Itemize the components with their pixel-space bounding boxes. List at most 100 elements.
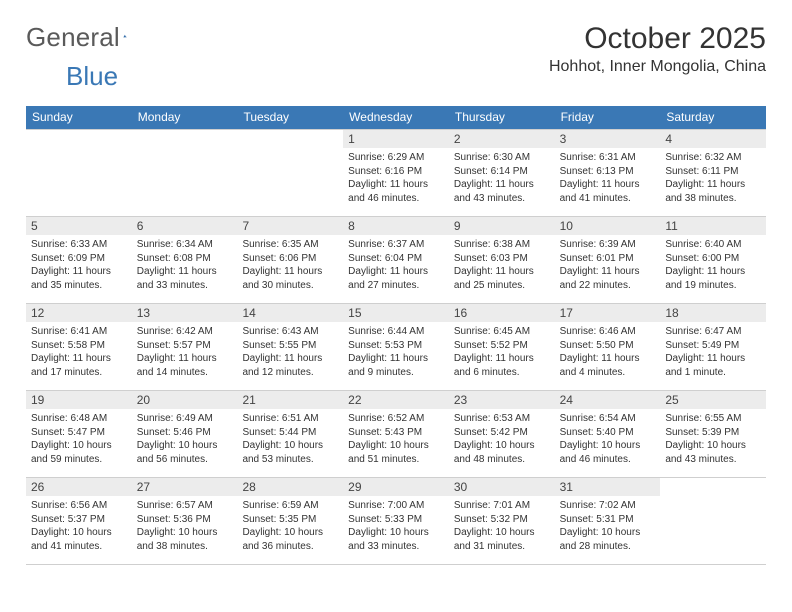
sunset: Sunset: 5:42 PM xyxy=(454,426,550,440)
sunrise: Sunrise: 6:33 AM xyxy=(31,238,127,252)
daylight-line1: Daylight: 11 hours xyxy=(560,352,656,366)
day-number: 13 xyxy=(132,304,238,322)
daylight-line2: and 28 minutes. xyxy=(560,540,656,554)
calendar-cell: 15Sunrise: 6:44 AMSunset: 5:53 PMDayligh… xyxy=(343,304,449,390)
sun-data: Sunrise: 6:37 AMSunset: 6:04 PMDaylight:… xyxy=(348,238,444,292)
calendar-cell: 19Sunrise: 6:48 AMSunset: 5:47 PMDayligh… xyxy=(26,391,132,477)
daylight-line1: Daylight: 10 hours xyxy=(31,439,127,453)
sunset: Sunset: 5:53 PM xyxy=(348,339,444,353)
sunrise: Sunrise: 6:30 AM xyxy=(454,151,550,165)
sunset: Sunset: 5:35 PM xyxy=(242,513,338,527)
calendar-cell: 31 Sunrise: 7:02 AMSunset: 5:31 PMDayligh… xyxy=(555,478,661,564)
day-number: 7 xyxy=(237,217,343,235)
sunrise: Sunrise: 6:39 AM xyxy=(560,238,656,252)
daylight-line2: and 43 minutes. xyxy=(454,192,550,206)
sun-data: Sunrise: 6:51 AMSunset: 5:44 PMDaylight:… xyxy=(242,412,338,466)
sunset: Sunset: 5:58 PM xyxy=(31,339,127,353)
day-header-saturday: Saturday xyxy=(660,106,766,129)
sunrise: Sunrise: 6:57 AM xyxy=(137,499,233,513)
day-number: 1 xyxy=(343,130,449,148)
calendar-cell: 26Sunrise: 6:56 AMSunset: 5:37 PMDayligh… xyxy=(26,478,132,564)
sunrise: Sunrise: 7:00 AM xyxy=(348,499,444,513)
day-number: 16 xyxy=(449,304,555,322)
sunrise: Sunrise: 6:40 AM xyxy=(665,238,761,252)
sun-data: Sunrise: 7:00 AMSunset: 5:33 PMDaylight:… xyxy=(348,499,444,553)
daylight-line1: Daylight: 11 hours xyxy=(454,265,550,279)
day-header-thursday: Thursday xyxy=(449,106,555,129)
daylight-line2: and 22 minutes. xyxy=(560,279,656,293)
calendar-cell: 2 Sunrise: 6:30 AMSunset: 6:14 PMDaylight… xyxy=(449,130,555,216)
daylight-line2: and 53 minutes. xyxy=(242,453,338,467)
daylight-line2: and 48 minutes. xyxy=(454,453,550,467)
daylight-line2: and 38 minutes. xyxy=(665,192,761,206)
day-number: 28 xyxy=(237,478,343,496)
sun-data: Sunrise: 6:55 AMSunset: 5:39 PMDaylight:… xyxy=(665,412,761,466)
sunrise: Sunrise: 6:41 AM xyxy=(31,325,127,339)
day-number: 8 xyxy=(343,217,449,235)
calendar-cell: 23Sunrise: 6:53 AMSunset: 5:42 PMDayligh… xyxy=(449,391,555,477)
calendar-cell xyxy=(237,130,343,216)
day-header-monday: Monday xyxy=(132,106,238,129)
daylight-line1: Daylight: 10 hours xyxy=(348,439,444,453)
daylight-line2: and 27 minutes. xyxy=(348,279,444,293)
sun-data: Sunrise: 7:02 AMSunset: 5:31 PMDaylight:… xyxy=(560,499,656,553)
sunset: Sunset: 6:00 PM xyxy=(665,252,761,266)
sunset: Sunset: 6:01 PM xyxy=(560,252,656,266)
daylight-line1: Daylight: 10 hours xyxy=(137,439,233,453)
sunrise: Sunrise: 6:55 AM xyxy=(665,412,761,426)
daylight-line2: and 41 minutes. xyxy=(31,540,127,554)
daylight-line1: Daylight: 11 hours xyxy=(665,265,761,279)
day-number: 24 xyxy=(555,391,661,409)
sunset: Sunset: 5:39 PM xyxy=(665,426,761,440)
calendar-cell: 1Sunrise: 6:29 AMSunset: 6:16 PMDaylight… xyxy=(343,130,449,216)
day-number: 2 xyxy=(449,130,555,148)
daylight-line2: and 35 minutes. xyxy=(31,279,127,293)
sunset: Sunset: 6:03 PM xyxy=(454,252,550,266)
daylight-line1: Daylight: 11 hours xyxy=(242,265,338,279)
logo-sail-icon xyxy=(123,26,127,46)
sunrise: Sunrise: 6:51 AM xyxy=(242,412,338,426)
day-number: 15 xyxy=(343,304,449,322)
daylight-line2: and 56 minutes. xyxy=(137,453,233,467)
daylight-line2: and 43 minutes. xyxy=(665,453,761,467)
sunrise: Sunrise: 6:42 AM xyxy=(137,325,233,339)
sunset: Sunset: 5:52 PM xyxy=(454,339,550,353)
day-number: 18 xyxy=(660,304,766,322)
sun-data: Sunrise: 6:48 AMSunset: 5:47 PMDaylight:… xyxy=(31,412,127,466)
sunset: Sunset: 6:14 PM xyxy=(454,165,550,179)
calendar-cell: 18 Sunrise: 6:47 AMSunset: 5:49 PMDayligh… xyxy=(660,304,766,390)
day-number: 3 xyxy=(555,130,661,148)
sun-data: Sunrise: 6:53 AMSunset: 5:42 PMDaylight:… xyxy=(454,412,550,466)
day-number: 31 xyxy=(555,478,661,496)
sun-data: Sunrise: 6:46 AMSunset: 5:50 PMDaylight:… xyxy=(560,325,656,379)
daylight-line1: Daylight: 11 hours xyxy=(348,352,444,366)
calendar-cell: 13Sunrise: 6:42 AMSunset: 5:57 PMDayligh… xyxy=(132,304,238,390)
calendar-cell: 8 Sunrise: 6:37 AMSunset: 6:04 PMDaylight… xyxy=(343,217,449,303)
sunset: Sunset: 5:32 PM xyxy=(454,513,550,527)
daylight-line1: Daylight: 11 hours xyxy=(665,178,761,192)
sunrise: Sunrise: 6:43 AM xyxy=(242,325,338,339)
sun-data: Sunrise: 6:52 AMSunset: 5:43 PMDaylight:… xyxy=(348,412,444,466)
daylight-line2: and 19 minutes. xyxy=(665,279,761,293)
logo-text-general: General xyxy=(26,22,120,53)
daylight-line1: Daylight: 10 hours xyxy=(31,526,127,540)
sun-data: Sunrise: 7:01 AMSunset: 5:32 PMDaylight:… xyxy=(454,499,550,553)
sunset: Sunset: 5:47 PM xyxy=(31,426,127,440)
sunset: Sunset: 5:40 PM xyxy=(560,426,656,440)
calendar-cell: 17Sunrise: 6:46 AMSunset: 5:50 PMDayligh… xyxy=(555,304,661,390)
day-header-sunday: Sunday xyxy=(26,106,132,129)
daylight-line2: and 33 minutes. xyxy=(137,279,233,293)
sunset: Sunset: 6:13 PM xyxy=(560,165,656,179)
daylight-line1: Daylight: 11 hours xyxy=(31,265,127,279)
daylight-line1: Daylight: 10 hours xyxy=(560,526,656,540)
daylight-line1: Daylight: 11 hours xyxy=(454,178,550,192)
sun-data: Sunrise: 6:47 AMSunset: 5:49 PMDaylight:… xyxy=(665,325,761,379)
daylight-line2: and 14 minutes. xyxy=(137,366,233,380)
daylight-line2: and 41 minutes. xyxy=(560,192,656,206)
daylight-line2: and 12 minutes. xyxy=(242,366,338,380)
day-number: 6 xyxy=(132,217,238,235)
calendar-cell: 3Sunrise: 6:31 AMSunset: 6:13 PMDaylight… xyxy=(555,130,661,216)
calendar-cell: 6Sunrise: 6:34 AMSunset: 6:08 PMDaylight… xyxy=(132,217,238,303)
sun-data: Sunrise: 6:38 AMSunset: 6:03 PMDaylight:… xyxy=(454,238,550,292)
day-number: 9 xyxy=(449,217,555,235)
